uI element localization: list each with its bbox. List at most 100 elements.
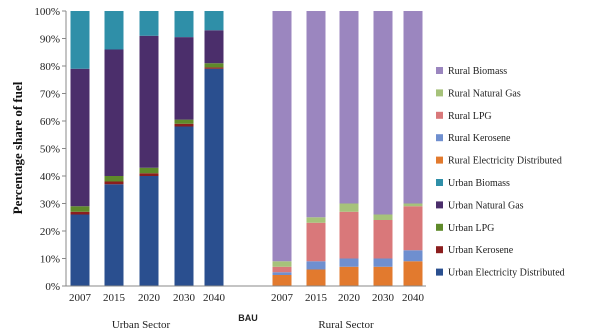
y-tick-label: 40% xyxy=(40,171,60,183)
x-tick-label: 2020 xyxy=(138,292,161,304)
legend-label: Rural Electricity Distributed xyxy=(448,156,562,167)
bar-segment xyxy=(306,261,326,270)
y-tick-label: 60% xyxy=(40,116,60,128)
bar-segment xyxy=(272,266,292,273)
legend-swatch xyxy=(436,156,443,164)
bar-segment xyxy=(272,261,292,267)
bar-segment xyxy=(272,272,292,275)
bar-segment xyxy=(139,167,159,174)
legend-label: Rural Biomass xyxy=(448,66,507,77)
bar-segment xyxy=(204,30,224,64)
bar-segment xyxy=(70,214,90,286)
bar-segment xyxy=(104,11,124,50)
bar-segment xyxy=(272,275,292,286)
bar-segment xyxy=(306,269,326,286)
bar-segment xyxy=(306,222,326,262)
bar-segment xyxy=(403,250,423,262)
bar-segment xyxy=(339,211,359,259)
x-tick-label: 2015 xyxy=(103,292,126,304)
bars-layer xyxy=(70,11,423,286)
bar-segment xyxy=(139,11,159,36)
bar-segment xyxy=(373,258,393,267)
x-tick-label: 2020 xyxy=(338,292,361,304)
bar-segment xyxy=(339,266,359,286)
bar-segment xyxy=(306,217,326,223)
bar-segment xyxy=(403,203,423,207)
legend-swatch xyxy=(436,268,443,276)
x-tick-label: 2030 xyxy=(372,292,395,304)
y-tick-label: 70% xyxy=(40,89,60,101)
legend-swatch xyxy=(436,223,443,231)
bar-segment xyxy=(174,11,194,38)
bar-segment xyxy=(339,203,359,212)
bar-segment xyxy=(272,11,292,262)
bar-segment xyxy=(174,123,194,127)
bar-segment xyxy=(104,49,124,176)
bar-segment xyxy=(339,11,359,204)
group-label: Urban Sector xyxy=(112,319,171,331)
y-tick-label: 100% xyxy=(34,6,60,18)
y-tick-label: 10% xyxy=(40,254,60,266)
legend-swatch xyxy=(436,111,443,119)
bar-segment xyxy=(204,67,224,69)
bar-segment xyxy=(373,220,393,259)
bar-segment xyxy=(139,173,159,176)
legend-swatch xyxy=(436,201,443,209)
bar-segment xyxy=(104,184,124,286)
x-tick-label: 2007 xyxy=(69,292,92,304)
bar-segment xyxy=(70,68,90,207)
bar-segment xyxy=(403,261,423,286)
legend-swatch xyxy=(436,134,443,142)
legend-label: Rural Kerosene xyxy=(448,133,511,144)
bar-segment xyxy=(204,68,224,286)
legend-label: Urban LPG xyxy=(448,223,494,234)
bar-segment xyxy=(306,11,326,218)
legend-label: Rural LPG xyxy=(448,111,492,122)
x-tick-label: 2040 xyxy=(402,292,425,304)
legend: Rural Biomass Rural Natural Gas Rural LPG R… xyxy=(436,66,565,279)
bar-segment xyxy=(403,206,423,251)
y-tick-label: 90% xyxy=(40,34,60,46)
y-tick-label: 50% xyxy=(40,144,60,156)
bar-segment xyxy=(139,35,159,168)
x-tick-label: 2015 xyxy=(305,292,328,304)
bau-label: BAU xyxy=(238,313,258,323)
bar-segment xyxy=(373,214,393,220)
legend-swatch xyxy=(436,246,443,254)
legend-swatch xyxy=(436,179,443,186)
bar-segment xyxy=(104,181,124,185)
legend-label: Urban Electricity Distributed xyxy=(448,268,565,279)
bar-segment xyxy=(339,258,359,267)
bar-segment xyxy=(373,266,393,286)
x-axis-ticks: 2007 2015 2020 2030 2040 Urban Sector 2007 2015… xyxy=(69,292,425,331)
bar-segment xyxy=(174,119,194,124)
y-tick-label: 30% xyxy=(40,199,60,211)
bar-segment xyxy=(139,176,159,286)
bar-segment xyxy=(174,126,194,286)
bar-segment xyxy=(403,11,423,204)
group-label: Rural Sector xyxy=(318,319,374,331)
bar-segment xyxy=(70,206,90,212)
legend-swatch xyxy=(436,89,443,97)
bar-segment xyxy=(204,63,224,68)
bar-segment xyxy=(204,11,224,31)
legend-label: Urban Kerosene xyxy=(448,245,514,256)
x-tick-label: 2007 xyxy=(271,292,294,304)
x-tick-label: 2040 xyxy=(203,292,226,304)
legend-label: Urban Biomass xyxy=(448,178,510,189)
y-tick-label: 80% xyxy=(40,61,60,73)
bar-segment xyxy=(104,176,124,182)
bar-segment xyxy=(70,11,90,69)
y-axis-title: Percentage share of fuel xyxy=(10,81,25,214)
legend-label: Rural Natural Gas xyxy=(448,88,521,99)
y-axis-ticks: 0% 10% 20% 30% 40% 50% 60% 70% 80% 90% 100% xyxy=(34,6,66,293)
bar-segment xyxy=(174,37,194,120)
bar-segment xyxy=(70,211,90,215)
bar-segment xyxy=(373,11,393,215)
y-tick-label: 0% xyxy=(45,281,60,293)
legend-label: Urban Natural Gas xyxy=(448,200,524,211)
x-tick-label: 2030 xyxy=(173,292,196,304)
legend-swatch xyxy=(436,67,443,74)
y-tick-label: 20% xyxy=(40,226,60,238)
